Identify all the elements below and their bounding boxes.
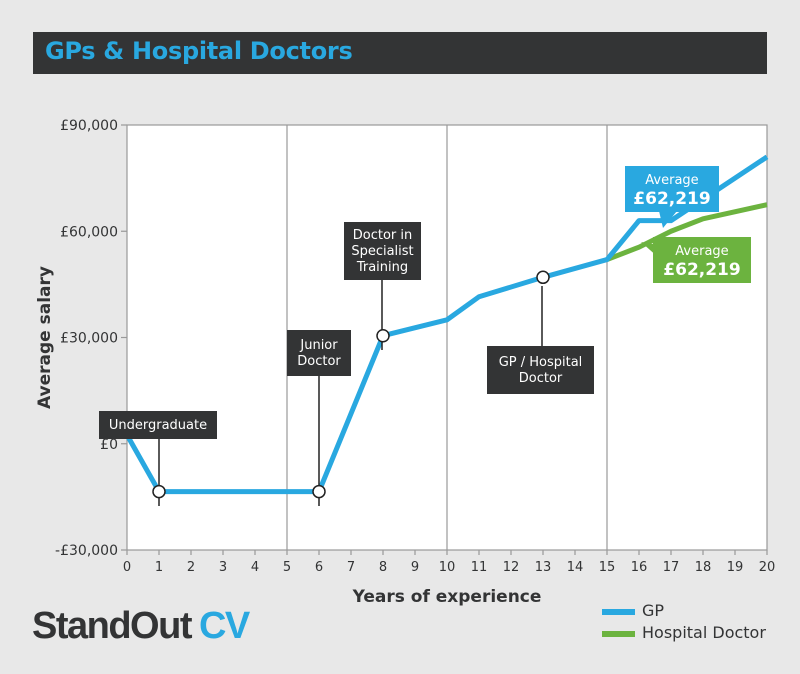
milestone-marker (312, 484, 326, 499)
logo-text-cv: CV (198, 605, 250, 647)
x-tick-label: 7 (347, 560, 355, 575)
x-tick-label: 4 (251, 560, 259, 575)
y-tick-label: £0 (100, 437, 118, 453)
annotation-background (99, 411, 217, 439)
x-tick-label: 5 (283, 560, 291, 575)
legend-swatch-hospital-doctor (602, 631, 635, 637)
x-tick-label: 8 (379, 560, 387, 575)
legend-label-hospital-doctor: Hospital Doctor (642, 623, 766, 642)
annotation-label: Training (356, 260, 408, 275)
x-axis-label: Years of experience (352, 587, 542, 607)
legend-item-hospital-doctor: Hospital Doctor (602, 623, 792, 644)
milestone-marker (536, 270, 550, 285)
x-tick-label: 2 (187, 560, 195, 575)
x-tick-label: 18 (695, 560, 712, 575)
logo-text-standout: StandOut (32, 605, 192, 647)
standout-cv-logo: StandOut CV (32, 605, 250, 647)
x-tick-label: 3 (219, 560, 227, 575)
x-tick-label: 0 (123, 560, 131, 575)
x-tick-label: 15 (599, 560, 616, 575)
x-tick-label: 16 (631, 560, 648, 575)
annotation-box: Average£62,219 (641, 237, 751, 283)
annotation-value: £62,219 (633, 189, 710, 209)
annotation-label: Doctor in (353, 228, 413, 243)
chart-title: GPs & Hospital Doctors (45, 37, 353, 65)
x-tick-label: 20 (759, 560, 776, 575)
annotation-background (344, 222, 421, 280)
y-tick-label: £90,000 (60, 118, 118, 134)
title-bar: GPs & Hospital Doctors (33, 32, 767, 74)
legend-item-gp: GP (602, 601, 772, 622)
annotation-pointer (659, 211, 677, 228)
annotation-label: Average (675, 244, 728, 259)
x-tick-label: 17 (663, 560, 680, 575)
annotation-label: Specialist (351, 244, 413, 259)
x-tick-label: 11 (471, 560, 488, 575)
x-tick-label: 9 (411, 560, 419, 575)
annotation-box: Undergraduate (99, 411, 217, 439)
series-line-gp (124, 154, 769, 495)
y-tick-label: -£30,000 (55, 543, 118, 559)
y-axis-label: Average salary (35, 266, 55, 409)
annotation-value: £62,219 (663, 260, 740, 280)
annotation-label: Doctor (297, 354, 341, 369)
x-tick-label: 12 (503, 560, 520, 575)
series-line-hospital-doctor (606, 202, 768, 262)
x-tick-label: 14 (567, 560, 584, 575)
milestone-marker (152, 484, 166, 499)
annotation-label: Junior (299, 338, 338, 353)
y-tick-label: £60,000 (60, 224, 118, 240)
annotation-label: Average (645, 173, 698, 188)
annotation-label: Doctor (519, 371, 563, 386)
annotation-background (487, 346, 594, 394)
x-tick-label: 10 (439, 560, 456, 575)
legend-label-gp: GP (642, 601, 665, 620)
y-tick-label: £30,000 (60, 331, 118, 347)
x-tick-label: 13 (535, 560, 552, 575)
annotation-label: Undergraduate (109, 418, 207, 433)
annotation-background (625, 166, 719, 212)
annotation-background (653, 237, 751, 283)
x-tick-label: 19 (727, 560, 744, 575)
annotation-box: Average£62,219 (625, 166, 719, 228)
milestone-marker (376, 328, 390, 343)
x-tick-label: 6 (315, 560, 323, 575)
x-tick-label: 1 (155, 560, 163, 575)
legend-swatch-gp (602, 609, 635, 615)
annotation-label: GP / Hospital (499, 355, 583, 370)
annotation-background (287, 330, 351, 376)
